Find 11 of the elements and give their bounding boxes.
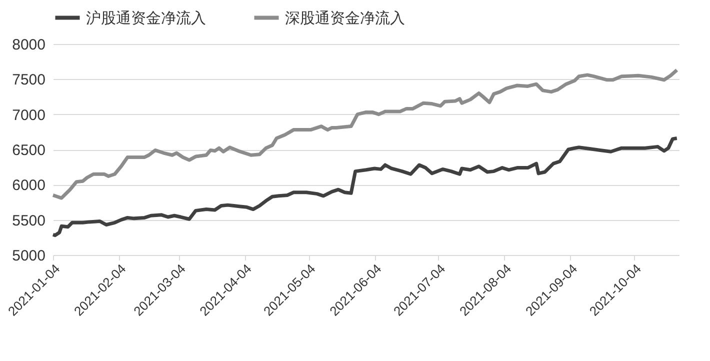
y-tick-label: 6500 — [12, 142, 46, 159]
y-tick-label: 8000 — [12, 36, 46, 54]
y-tick-label: 7500 — [12, 72, 46, 89]
y-tick-label: 5000 — [12, 248, 46, 264]
legend-label: 沪股通资金净流入 — [86, 10, 206, 27]
y-tick-label: 7000 — [12, 106, 46, 124]
y-tick-label: 6000 — [12, 177, 46, 194]
legend-label: 深股通资金净流入 — [285, 10, 405, 27]
line-series — [51, 68, 679, 200]
line-series — [51, 136, 679, 238]
y-tick-label: 5500 — [12, 212, 46, 230]
